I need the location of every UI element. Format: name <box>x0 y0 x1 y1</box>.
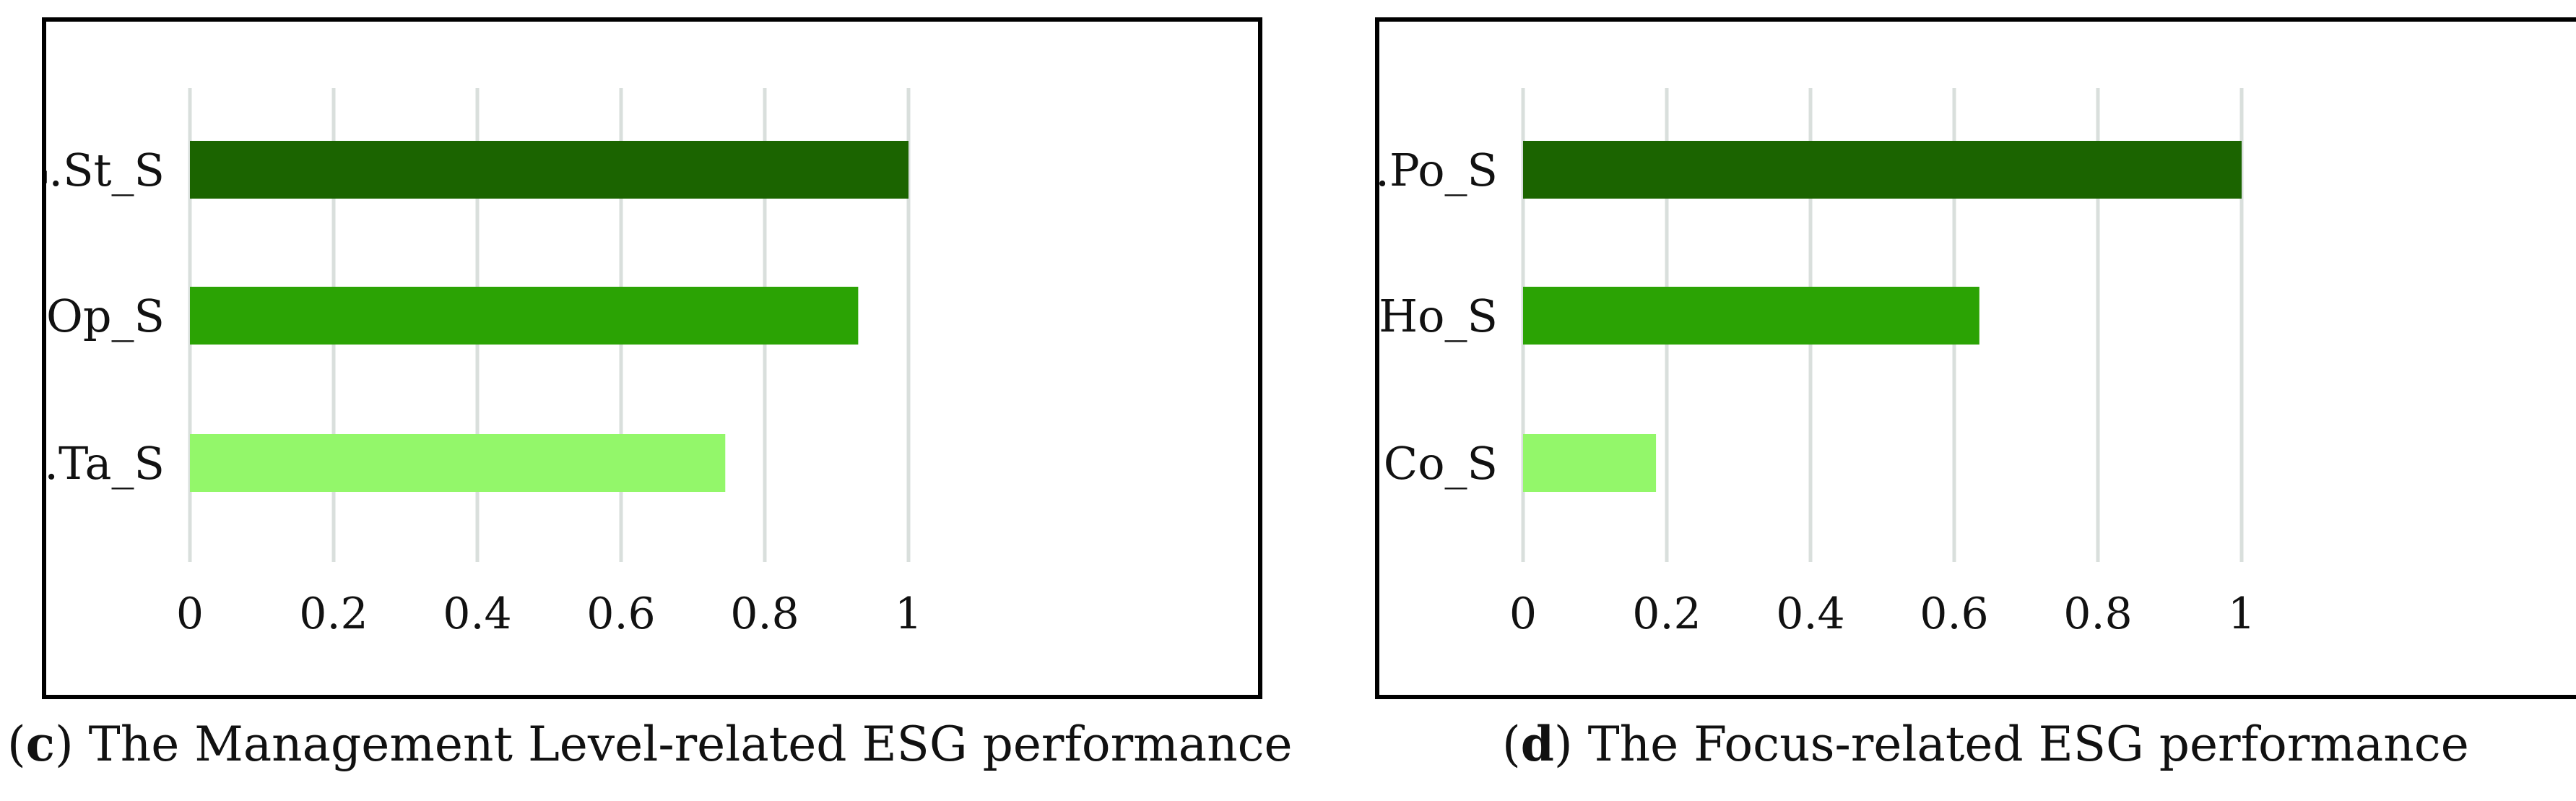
x-tick-label: 0.4 <box>443 589 511 639</box>
bar-zesg-ho-s <box>1523 287 1979 345</box>
category-label: ZESG.Ho_S <box>1379 290 1498 342</box>
x-tick-label: 0.2 <box>299 589 368 639</box>
caption-d-text: The Focus-related ESG performance <box>1572 716 2469 772</box>
bar-chart-c: 0 0.2 0.4 0.6 0.8 1 ZESG.St_S ZESG.Op_S ZESG.Ta_… <box>46 88 922 639</box>
x-tick-label: 0.8 <box>730 589 799 639</box>
category-label: ZESG.Co_S <box>1379 437 1498 490</box>
chart-panel-d: 0 0.2 0.4 0.6 0.8 1 ZESG.Po_S ZESG.Ho_S ZESG.Co_… <box>1375 17 2576 699</box>
bar-chart-d: 0 0.2 0.4 0.6 0.8 1 ZESG.Po_S ZESG.Ho_S ZESG.Co_… <box>1379 88 2255 639</box>
bar-zesg-st-s <box>190 141 908 199</box>
x-tick-label: 0 <box>176 589 204 639</box>
x-tick-label: 0 <box>1509 589 1537 639</box>
x-tick-label: 0.2 <box>1632 589 1701 639</box>
x-tick-label: 1 <box>2228 589 2255 639</box>
caption-d-letter: d <box>1520 716 1554 772</box>
caption-c: (c) The Management Level-related ESG per… <box>7 716 1293 772</box>
caption-d: (d) The Focus-related ESG performance <box>1502 716 2469 772</box>
x-tick-label: 0.4 <box>1776 589 1844 639</box>
x-tick-label: 0.6 <box>1920 589 1988 639</box>
category-label: ZESG.Op_S <box>46 290 165 342</box>
x-tick-label: 0.6 <box>586 589 655 639</box>
bar-zesg-po-s <box>1523 141 2242 199</box>
bar-zesg-co-s <box>1523 434 1657 492</box>
x-tick-label: 1 <box>895 589 922 639</box>
bar-zesg-ta-s <box>190 434 726 492</box>
caption-c-text: The Management Level-related ESG perform… <box>73 716 1293 772</box>
category-label: ZESG.Po_S <box>1379 144 1498 196</box>
bar-zesg-op-s <box>190 287 859 345</box>
chart-panel-c: 0 0.2 0.4 0.6 0.8 1 ZESG.St_S ZESG.Op_S ZESG.Ta_… <box>42 17 1262 699</box>
category-label: ZESG.St_S <box>46 144 165 196</box>
caption-c-letter: c <box>25 716 55 772</box>
category-label: ZESG.Ta_S <box>46 437 165 490</box>
x-tick-label: 0.8 <box>2063 589 2132 639</box>
